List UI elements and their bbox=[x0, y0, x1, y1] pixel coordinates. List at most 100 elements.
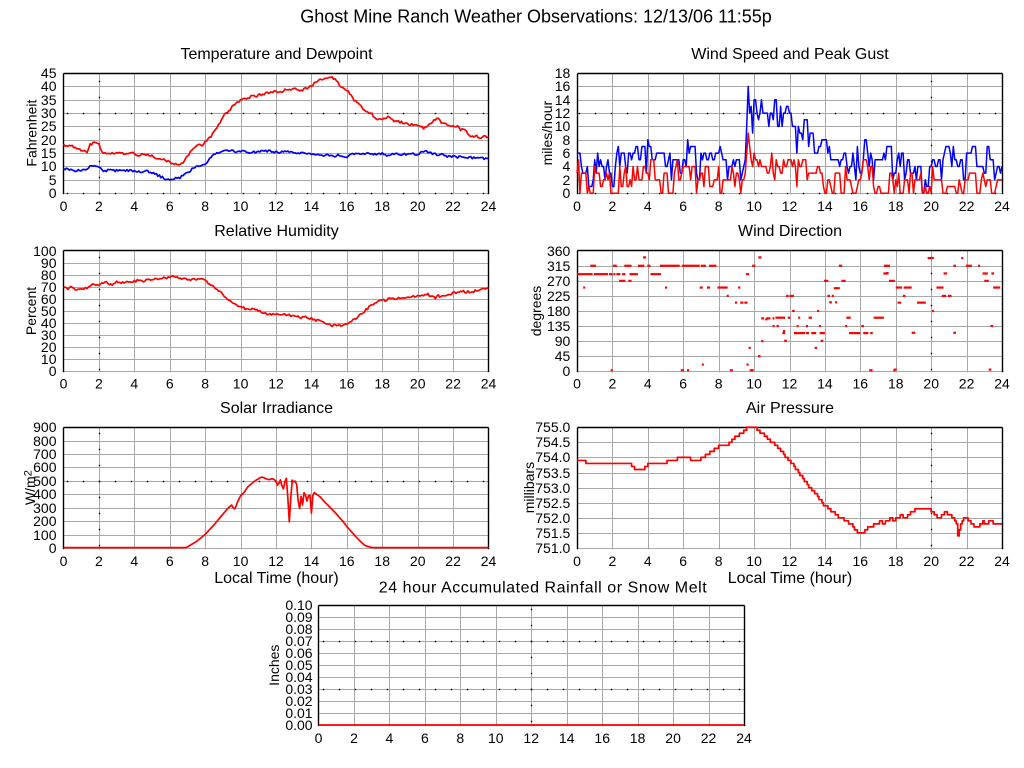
svg-text:6: 6 bbox=[563, 145, 571, 161]
svg-text:10: 10 bbox=[746, 198, 762, 214]
svg-text:12: 12 bbox=[782, 553, 798, 569]
svg-text:315: 315 bbox=[547, 258, 571, 274]
svg-text:0.03: 0.03 bbox=[285, 681, 312, 697]
svg-text:6: 6 bbox=[166, 198, 174, 214]
svg-text:14: 14 bbox=[304, 198, 320, 214]
svg-text:6: 6 bbox=[679, 376, 687, 392]
svg-text:2: 2 bbox=[609, 553, 617, 569]
svg-text:millibars: millibars bbox=[521, 462, 537, 513]
svg-text:225: 225 bbox=[547, 288, 571, 304]
svg-text:4: 4 bbox=[563, 158, 571, 174]
svg-text:180: 180 bbox=[547, 303, 571, 319]
svg-text:Fahrenheit: Fahrenheit bbox=[24, 100, 40, 167]
svg-text:8: 8 bbox=[715, 198, 723, 214]
svg-text:400: 400 bbox=[33, 486, 57, 502]
svg-text:8: 8 bbox=[456, 730, 464, 746]
svg-text:Wind Direction: Wind Direction bbox=[738, 223, 842, 240]
svg-text:0.00: 0.00 bbox=[285, 717, 312, 733]
svg-text:20: 20 bbox=[41, 132, 57, 148]
svg-text:8: 8 bbox=[715, 553, 723, 569]
svg-text:22: 22 bbox=[445, 553, 461, 569]
svg-text:0.01: 0.01 bbox=[285, 705, 312, 721]
svg-text:0: 0 bbox=[573, 198, 581, 214]
svg-text:24: 24 bbox=[481, 376, 497, 392]
svg-text:700: 700 bbox=[33, 446, 57, 462]
svg-text:6: 6 bbox=[679, 198, 687, 214]
svg-text:50: 50 bbox=[41, 303, 57, 319]
svg-text:0.09: 0.09 bbox=[285, 609, 312, 625]
svg-text:6: 6 bbox=[166, 553, 174, 569]
svg-text:degrees: degrees bbox=[528, 286, 544, 337]
svg-text:0.06: 0.06 bbox=[285, 645, 312, 661]
svg-text:24: 24 bbox=[736, 730, 752, 746]
svg-text:22: 22 bbox=[959, 376, 975, 392]
svg-text:20: 20 bbox=[410, 198, 426, 214]
svg-text:100: 100 bbox=[33, 527, 57, 543]
svg-text:22: 22 bbox=[445, 198, 461, 214]
svg-text:2: 2 bbox=[609, 376, 617, 392]
svg-text:8: 8 bbox=[201, 376, 209, 392]
svg-text:10: 10 bbox=[746, 376, 762, 392]
svg-text:20: 20 bbox=[923, 553, 939, 569]
svg-text:800: 800 bbox=[33, 433, 57, 449]
svg-text:10: 10 bbox=[488, 730, 504, 746]
svg-text:753.0: 753.0 bbox=[535, 480, 570, 496]
svg-text:4: 4 bbox=[644, 376, 652, 392]
svg-text:25: 25 bbox=[41, 118, 57, 134]
svg-text:18: 18 bbox=[888, 198, 904, 214]
svg-text:40: 40 bbox=[41, 315, 57, 331]
svg-text:754.0: 754.0 bbox=[535, 449, 570, 465]
svg-text:2: 2 bbox=[95, 553, 103, 569]
svg-text:4: 4 bbox=[130, 198, 138, 214]
svg-text:12: 12 bbox=[268, 198, 284, 214]
svg-text:24: 24 bbox=[994, 198, 1010, 214]
svg-text:10: 10 bbox=[233, 376, 249, 392]
svg-text:Wind Speed and Peak Gust: Wind Speed and Peak Gust bbox=[691, 46, 889, 63]
svg-text:12: 12 bbox=[782, 376, 798, 392]
svg-text:35: 35 bbox=[41, 92, 57, 108]
svg-text:2: 2 bbox=[609, 198, 617, 214]
svg-text:135: 135 bbox=[547, 318, 571, 334]
svg-text:20: 20 bbox=[923, 198, 939, 214]
svg-text:18: 18 bbox=[374, 198, 390, 214]
svg-text:45: 45 bbox=[41, 65, 57, 81]
svg-text:200: 200 bbox=[33, 513, 57, 529]
svg-text:360: 360 bbox=[547, 243, 571, 259]
svg-text:0.02: 0.02 bbox=[285, 693, 312, 709]
svg-text:Ghost Mine Ranch Weather Obser: Ghost Mine Ranch Weather Observations: 1… bbox=[300, 6, 772, 26]
svg-text:6: 6 bbox=[679, 553, 687, 569]
svg-text:18: 18 bbox=[374, 376, 390, 392]
svg-text:600: 600 bbox=[33, 459, 57, 475]
svg-text:0.04: 0.04 bbox=[285, 669, 312, 685]
svg-text:10: 10 bbox=[41, 351, 57, 367]
svg-text:14: 14 bbox=[304, 376, 320, 392]
svg-text:2: 2 bbox=[350, 730, 358, 746]
svg-text:10: 10 bbox=[41, 158, 57, 174]
svg-text:18: 18 bbox=[630, 730, 646, 746]
svg-text:14: 14 bbox=[817, 198, 833, 214]
svg-text:22: 22 bbox=[701, 730, 717, 746]
svg-text:0.10: 0.10 bbox=[285, 597, 312, 613]
svg-text:8: 8 bbox=[201, 553, 209, 569]
svg-text:0: 0 bbox=[49, 185, 57, 201]
svg-text:100: 100 bbox=[33, 243, 57, 259]
svg-text:0: 0 bbox=[563, 185, 571, 201]
svg-text:8: 8 bbox=[715, 376, 723, 392]
svg-text:Local Time (hour): Local Time (hour) bbox=[728, 570, 853, 587]
svg-text:Temperature and Dewpoint: Temperature and Dewpoint bbox=[180, 46, 373, 63]
svg-text:14: 14 bbox=[559, 730, 575, 746]
svg-text:0: 0 bbox=[49, 363, 57, 379]
svg-text:4: 4 bbox=[386, 730, 394, 746]
svg-text:18: 18 bbox=[555, 65, 571, 81]
svg-text:16: 16 bbox=[339, 553, 355, 569]
svg-text:24 hour Accumulated Rainfall o: 24 hour Accumulated Rainfall or Snow Mel… bbox=[379, 580, 708, 597]
svg-text:24: 24 bbox=[481, 553, 497, 569]
svg-text:30: 30 bbox=[41, 327, 57, 343]
svg-text:0.08: 0.08 bbox=[285, 621, 312, 637]
svg-text:900: 900 bbox=[33, 419, 57, 435]
svg-text:18: 18 bbox=[374, 553, 390, 569]
svg-text:0: 0 bbox=[573, 553, 581, 569]
svg-text:18: 18 bbox=[888, 553, 904, 569]
svg-text:755.0: 755.0 bbox=[535, 419, 570, 435]
svg-text:4: 4 bbox=[130, 553, 138, 569]
